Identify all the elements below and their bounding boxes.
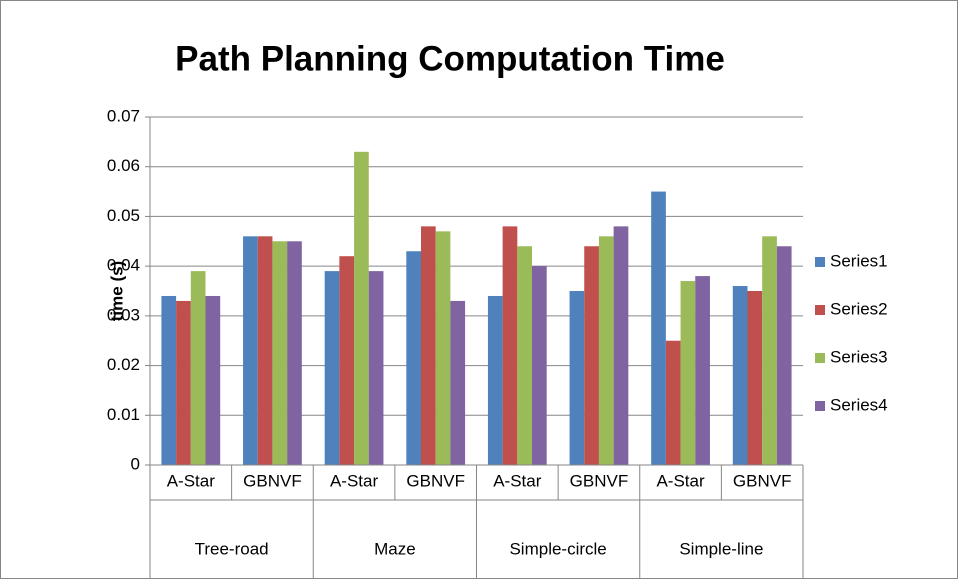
legend-swatch bbox=[815, 257, 825, 267]
bar bbox=[613, 226, 629, 465]
y-tick-label: 0.03 bbox=[107, 305, 140, 324]
x-tick-label: GBNVF bbox=[243, 471, 302, 490]
x-tick-label: GBNVF bbox=[406, 471, 465, 490]
bar bbox=[487, 295, 503, 465]
legend-label: Series2 bbox=[830, 299, 888, 318]
y-tick-label: 0.07 bbox=[107, 106, 140, 125]
legend-swatch bbox=[815, 305, 825, 315]
bar bbox=[502, 226, 518, 465]
legend-label: Series3 bbox=[830, 347, 888, 366]
bar bbox=[368, 271, 384, 465]
bar bbox=[776, 246, 792, 465]
bar bbox=[517, 246, 533, 465]
y-axis-title: time (s) bbox=[107, 261, 126, 321]
y-tick-label: 0.02 bbox=[107, 355, 140, 374]
y-tick-label: 0.05 bbox=[107, 206, 140, 225]
x-tick-label: GBNVF bbox=[570, 471, 629, 490]
bar bbox=[584, 246, 599, 465]
bar bbox=[732, 286, 748, 465]
bar bbox=[176, 300, 191, 465]
legend-label: Series4 bbox=[830, 395, 888, 414]
legend-swatch bbox=[815, 353, 825, 363]
bar bbox=[569, 291, 585, 465]
bar bbox=[406, 251, 421, 465]
x-tick-label: A-Star bbox=[330, 471, 379, 490]
bar bbox=[532, 266, 547, 465]
x-tick-label: A-Star bbox=[493, 471, 542, 490]
bar bbox=[695, 276, 710, 465]
bar bbox=[762, 236, 777, 465]
bar bbox=[287, 241, 302, 465]
bar bbox=[243, 236, 258, 465]
x-tick-label: A-Star bbox=[167, 471, 216, 490]
y-tick-label: 0.06 bbox=[107, 156, 140, 175]
y-tick-label: 0.04 bbox=[107, 256, 140, 275]
bar bbox=[665, 340, 681, 465]
legend-label: Series1 bbox=[830, 251, 888, 270]
group-label: Simple-line bbox=[679, 539, 763, 558]
group-label: Simple-circle bbox=[509, 539, 606, 558]
x-tick-label: A-Star bbox=[656, 471, 705, 490]
bar bbox=[324, 271, 340, 465]
bar bbox=[420, 226, 436, 465]
bar bbox=[257, 236, 273, 465]
group-label: Maze bbox=[374, 539, 416, 558]
bar bbox=[205, 295, 221, 465]
bar bbox=[339, 256, 355, 465]
y-tick-label: 0.01 bbox=[107, 405, 140, 424]
bar bbox=[651, 191, 666, 466]
x-tick-label: GBNVF bbox=[733, 471, 792, 490]
legend-swatch bbox=[815, 401, 825, 411]
bar bbox=[598, 236, 614, 465]
bar bbox=[272, 241, 288, 465]
bar bbox=[354, 151, 369, 466]
y-tick-label: 0 bbox=[131, 454, 140, 473]
chart-title: Path Planning Computation Time bbox=[175, 39, 725, 78]
bar bbox=[450, 300, 466, 465]
group-label: Tree-road bbox=[195, 539, 269, 558]
bar bbox=[680, 281, 696, 465]
bar bbox=[161, 295, 177, 465]
bar bbox=[747, 291, 763, 465]
bar bbox=[190, 271, 206, 465]
bar bbox=[435, 231, 451, 465]
